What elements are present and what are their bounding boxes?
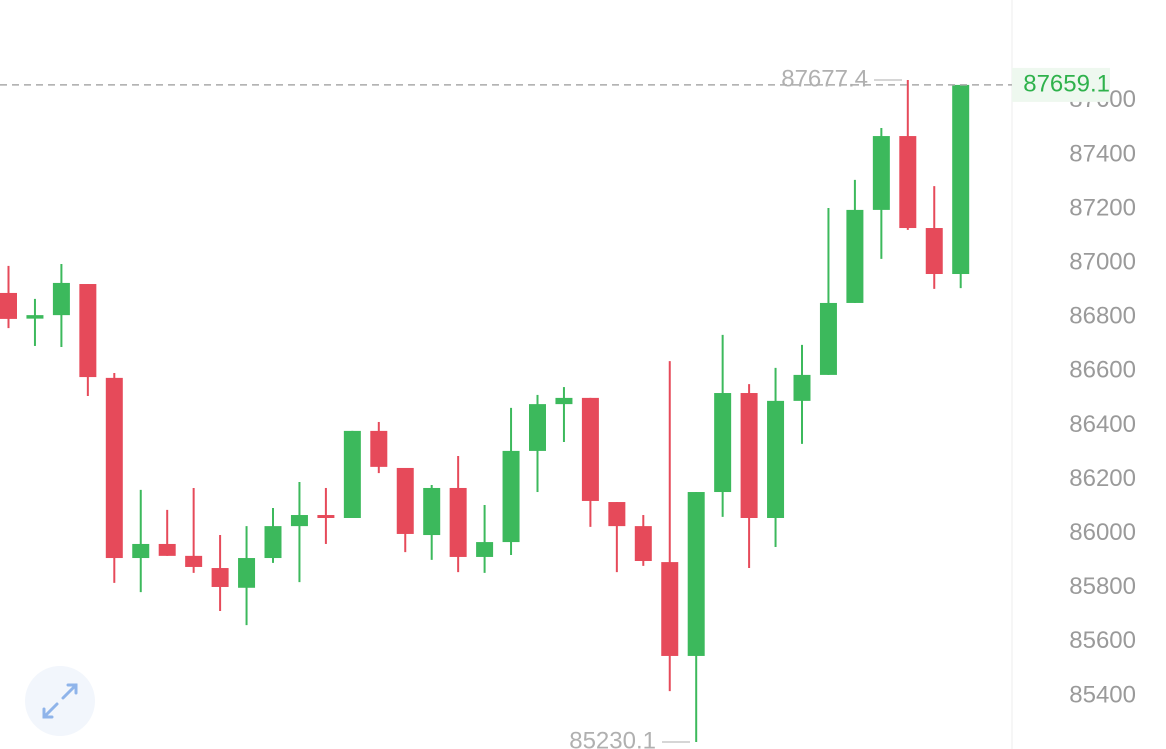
y-tick-label: 85800 <box>1069 573 1136 600</box>
max-marker-label: 87677.4 <box>781 65 868 92</box>
candle-body <box>343 430 361 518</box>
candle-body <box>925 228 943 275</box>
candle-body <box>396 467 414 534</box>
candle-body <box>714 393 732 493</box>
candle-body <box>793 374 811 401</box>
candle-body <box>211 568 229 587</box>
candle-body <box>79 284 97 378</box>
candle-body <box>423 487 441 536</box>
candle-body <box>634 526 652 562</box>
candle-body <box>185 555 203 567</box>
y-tick-label: 87000 <box>1069 249 1136 276</box>
candle-body <box>608 502 626 527</box>
y-tick-label: 85600 <box>1069 627 1136 654</box>
candle-body <box>687 492 705 656</box>
candle-body <box>767 400 785 518</box>
candle-body <box>238 558 256 588</box>
candle-body <box>502 450 520 543</box>
expand-button[interactable] <box>25 666 95 736</box>
y-tick-label: 86800 <box>1069 303 1136 330</box>
candle-body <box>819 302 837 375</box>
candle-body <box>105 377 123 559</box>
candle-body <box>581 397 599 501</box>
y-tick-label: 85400 <box>1069 681 1136 708</box>
y-tick-label: 86200 <box>1069 465 1136 492</box>
candle-body <box>317 515 335 518</box>
candle-body <box>661 562 679 656</box>
candle-body <box>132 543 150 559</box>
y-tick-label: 87200 <box>1069 194 1136 221</box>
candle-body <box>872 136 890 210</box>
candle-body <box>740 393 758 518</box>
candle-body <box>846 209 864 303</box>
expand-button-bg[interactable] <box>25 666 95 736</box>
y-tick-label: 86400 <box>1069 411 1136 438</box>
candle-body <box>0 292 17 319</box>
candle-body <box>52 282 70 316</box>
y-tick-label: 87400 <box>1069 140 1136 167</box>
candle-body <box>370 430 388 467</box>
y-tick-label: 86000 <box>1069 519 1136 546</box>
expand-icon[interactable] <box>42 683 78 719</box>
candle-body <box>899 136 917 229</box>
last-price-label: 87659.1 <box>1023 70 1110 97</box>
candle-body <box>449 487 467 557</box>
last-price-box <box>1012 67 1110 102</box>
candle-body <box>290 515 308 527</box>
min-marker-label: 85230.1 <box>569 727 656 749</box>
candle-body <box>476 542 494 557</box>
candle-body <box>529 404 546 451</box>
candle-body <box>158 543 176 556</box>
candle-body <box>952 84 970 275</box>
candle-body <box>264 526 282 559</box>
candle-body <box>26 315 44 319</box>
candle-body <box>555 397 573 405</box>
y-tick-label: 86600 <box>1069 357 1136 384</box>
